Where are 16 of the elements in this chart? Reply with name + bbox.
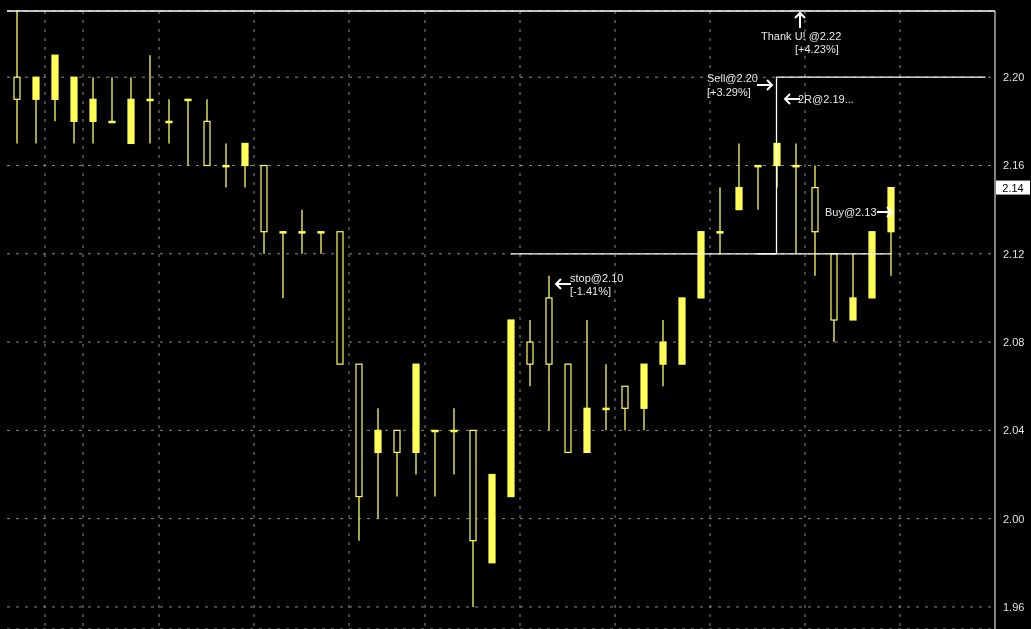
y-tick-label: 2.08 — [1003, 335, 1025, 348]
y-tick-label: 2.00 — [1003, 512, 1025, 525]
annotation: Sell@2.20 — [707, 72, 758, 84]
annotation: [+4.23%] — [795, 43, 839, 55]
annotation: [+3.29%] — [707, 86, 751, 98]
y-tick-label: 1.96 — [1003, 600, 1025, 613]
y-tick-label: 2.04 — [1003, 424, 1025, 437]
y-tick-label: 2.20 — [1003, 71, 1025, 84]
y-tick-label: 2.12 — [1003, 247, 1025, 260]
text: 2.14 — [1002, 181, 1024, 194]
annotation: stop@2.10 — [570, 272, 624, 284]
annotation: Thank U! @2.22 — [761, 30, 842, 42]
annotation: [-1.41%] — [570, 285, 611, 297]
annotation: 2R@2.19... — [798, 93, 854, 105]
annotation: Buy@2.13 — [825, 206, 877, 218]
y-tick-label: 2.16 — [1003, 159, 1025, 172]
